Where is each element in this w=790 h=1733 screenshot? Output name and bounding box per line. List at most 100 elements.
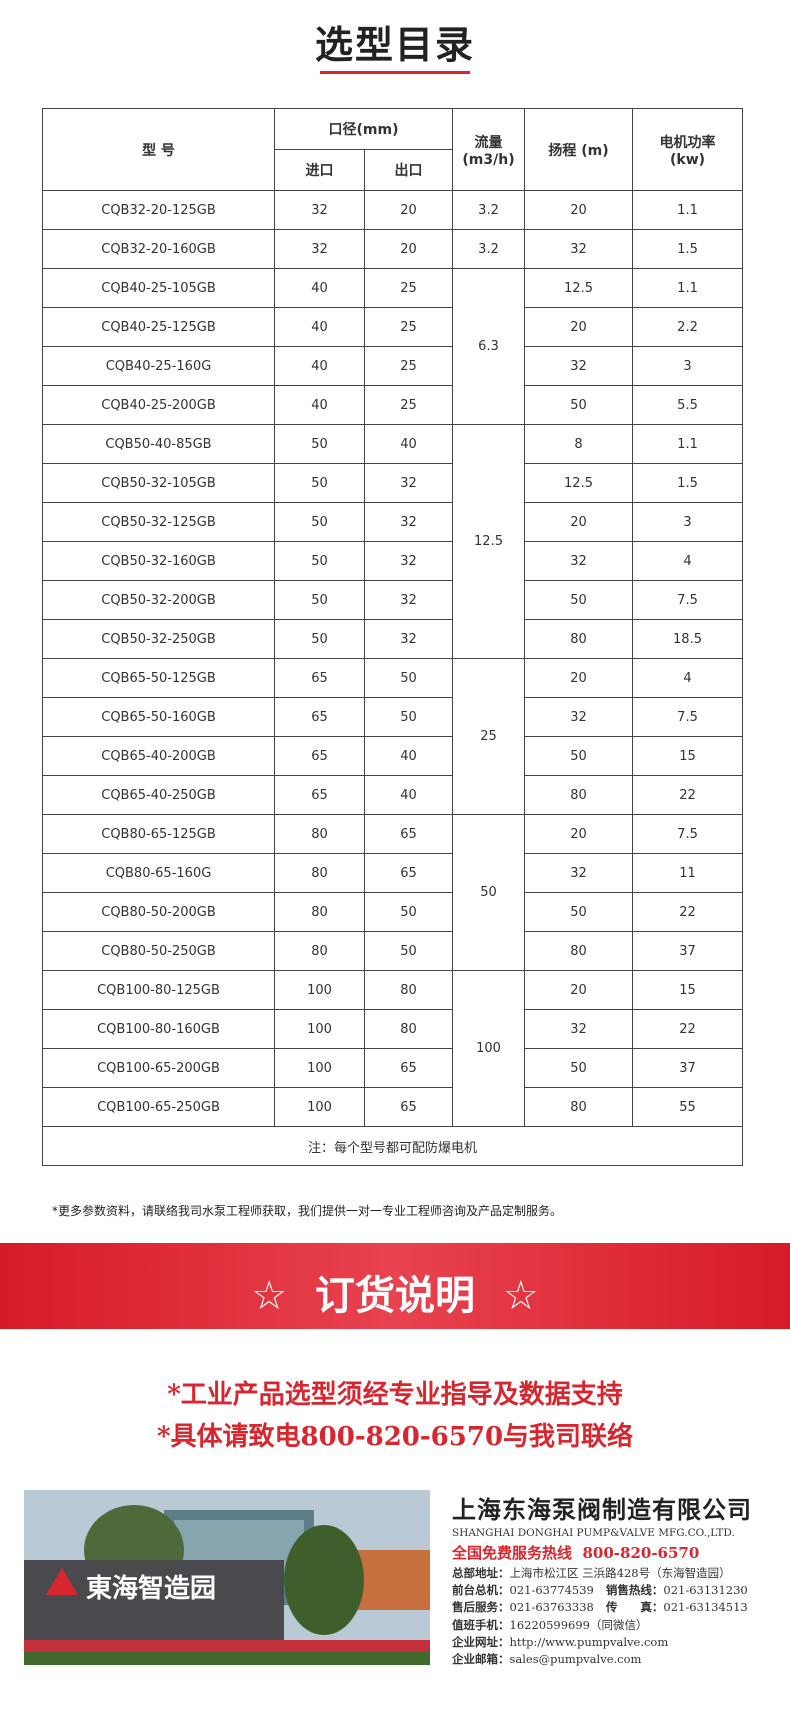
cell: 11 — [632, 853, 744, 893]
cell: 32 — [363, 619, 454, 659]
header-cell: 扬程 (m) — [524, 108, 634, 191]
cell: 7.5 — [632, 697, 744, 737]
cell: CQB50-32-125GB — [42, 502, 275, 542]
cell: 50 — [274, 619, 365, 659]
header-line: 电机功率 — [659, 134, 716, 151]
contact-item: 前台总机：021-63774539 — [452, 1583, 594, 1597]
cell: 32 — [363, 541, 454, 581]
table-row: CQB50-40-85GB 50 40 12.5 8 1.1 — [42, 424, 744, 659]
sign-text: 東海智造园 — [86, 1574, 216, 1604]
cell: 50 — [363, 658, 454, 698]
cell: CQB50-32-250GB — [42, 619, 275, 659]
header-cell: 电机功率 (kw) — [632, 108, 744, 191]
banner: ☆ 订货说明 ☆ — [0, 1243, 790, 1329]
cell: 100 — [274, 1009, 365, 1049]
cell: CQB100-80-160GB — [42, 1009, 275, 1049]
cell: CQB40-25-105GB — [42, 268, 275, 308]
table-row: CQB40-25-105GB 40 25 6.3 12.5 1.1 — [42, 268, 744, 425]
cell: 80 — [524, 619, 634, 659]
cell: 32 — [363, 463, 454, 503]
cell: CQB40-25-125GB — [42, 307, 275, 347]
cell: CQB80-65-160G — [42, 853, 275, 893]
header-cell: 进口 — [274, 149, 365, 191]
cell: 65 — [274, 775, 365, 815]
cell: 65 — [363, 1048, 454, 1088]
contact-item: 售后服务：021-63763338 — [452, 1600, 594, 1614]
header-cell: 口径(mm) — [273, 108, 454, 150]
cell: 12.5 — [524, 463, 634, 503]
cell: 22 — [632, 892, 744, 932]
cell: 65 — [363, 853, 454, 893]
cell: 37 — [632, 931, 744, 971]
cell: 20 — [363, 190, 454, 230]
cell: CQB32-20-125GB — [42, 190, 275, 230]
table-row: CQB100-65-250GB 100 65 80 55 — [42, 1087, 744, 1127]
selection-table: 型 号 口径(mm) 流量 (m3/h) 扬程 (m) 电机功率 (kw) 进口 出口… — [41, 108, 744, 1166]
footnote: *更多参数资料，请联络我司水泵工程师获取，我们提供一对一专业工程师咨询及产品定制… — [52, 1204, 563, 1218]
cell: 25 — [363, 346, 454, 386]
cell: CQB40-25-200GB — [42, 385, 275, 425]
cell: 50 — [524, 385, 634, 425]
contact-line: 前台总机：021-63774539 销售热线：021-63131230 — [452, 1582, 782, 1599]
cell: 20 — [524, 190, 634, 230]
cell: 55 — [632, 1087, 744, 1127]
contact-value: sales@pumpvalve.com — [509, 1651, 642, 1666]
contact-value: 021-63134513 — [663, 1600, 748, 1615]
cell: 32 — [363, 580, 454, 620]
table-row: CQB32-20-125GB 32 20 3.2 20 1.1 — [42, 190, 744, 230]
header-line: 流量 — [474, 134, 503, 151]
cell: 20 — [363, 229, 454, 269]
table-row: CQB100-80-125GB 100 80 100 20 15 — [42, 970, 744, 1127]
title-underline — [320, 71, 470, 74]
cell: 32 — [524, 541, 634, 581]
cell: 40 — [274, 385, 365, 425]
order-note: *工业产品选型须经专业指导及数据支持 — [167, 1380, 623, 1410]
header-cell: 出口 — [363, 149, 454, 191]
cell: 20 — [524, 307, 634, 347]
company-info: 上海东海泵阀制造有限公司 SHANGHAI DONGHAI PUMP&VALVE… — [452, 1490, 782, 1668]
cell: 32 — [274, 229, 365, 269]
cell: 25 — [363, 385, 454, 425]
cell: 12.5 — [524, 268, 634, 308]
cell: 5.5 — [632, 385, 744, 425]
contacts: 总部地址：上海市松江区 三浜路428号（东海智造园） 前台总机：021-63774… — [452, 1565, 782, 1668]
cell: 4 — [632, 658, 744, 698]
cell: CQB65-50-160GB — [42, 697, 275, 737]
cell: 50 — [524, 736, 634, 776]
flow-cell: 6.3 — [452, 268, 526, 425]
table-row: CQB65-40-200GB 65 40 50 15 — [42, 736, 744, 776]
cell: 15 — [632, 970, 744, 1010]
cell: 2.2 — [632, 307, 744, 347]
cell: 32 — [524, 1009, 634, 1049]
contact-label: 售后服务： — [452, 1600, 510, 1615]
cell: CQB100-65-200GB — [42, 1048, 275, 1088]
cell: 65 — [274, 658, 365, 698]
table-row: CQB50-32-200GB 50 32 50 7.5 — [42, 580, 744, 620]
cell: 40 — [274, 268, 365, 308]
cell: 1.5 — [632, 463, 744, 503]
cell: 32 — [274, 190, 365, 230]
cell: 15 — [632, 736, 744, 776]
cell: CQB100-65-250GB — [42, 1087, 275, 1127]
table-row: CQB100-65-200GB 100 65 50 37 — [42, 1048, 744, 1088]
table-row: CQB80-50-200GB 80 50 50 22 — [42, 892, 744, 932]
table-row: CQB65-50-160GB 65 50 32 7.5 — [42, 697, 744, 737]
cell: 80 — [363, 970, 454, 1010]
cell: 25 — [363, 307, 454, 347]
cell: 3 — [632, 502, 744, 542]
table-row: CQB40-25-160G 40 25 32 3 — [42, 346, 744, 386]
cell: 50 — [524, 892, 634, 932]
star: ☆ — [502, 1273, 539, 1319]
table-row: CQB32-20-160GB 32 20 3.2 32 1.5 — [42, 229, 744, 269]
cell: 32 — [524, 697, 634, 737]
contact-label: 总部地址： — [452, 1566, 510, 1580]
contact-label: 企业网址： — [452, 1634, 510, 1649]
cell: 40 — [363, 736, 454, 776]
cell: 100 — [274, 1087, 365, 1127]
contact-item: 销售热线：021-63131230 — [606, 1583, 748, 1597]
table-row: CQB40-25-200GB 40 25 50 5.5 — [42, 385, 744, 425]
header-line: (kw) — [669, 151, 706, 168]
cell: CQB100-80-125GB — [42, 970, 275, 1010]
cell: 20 — [524, 502, 634, 542]
cell: 4 — [632, 541, 744, 581]
